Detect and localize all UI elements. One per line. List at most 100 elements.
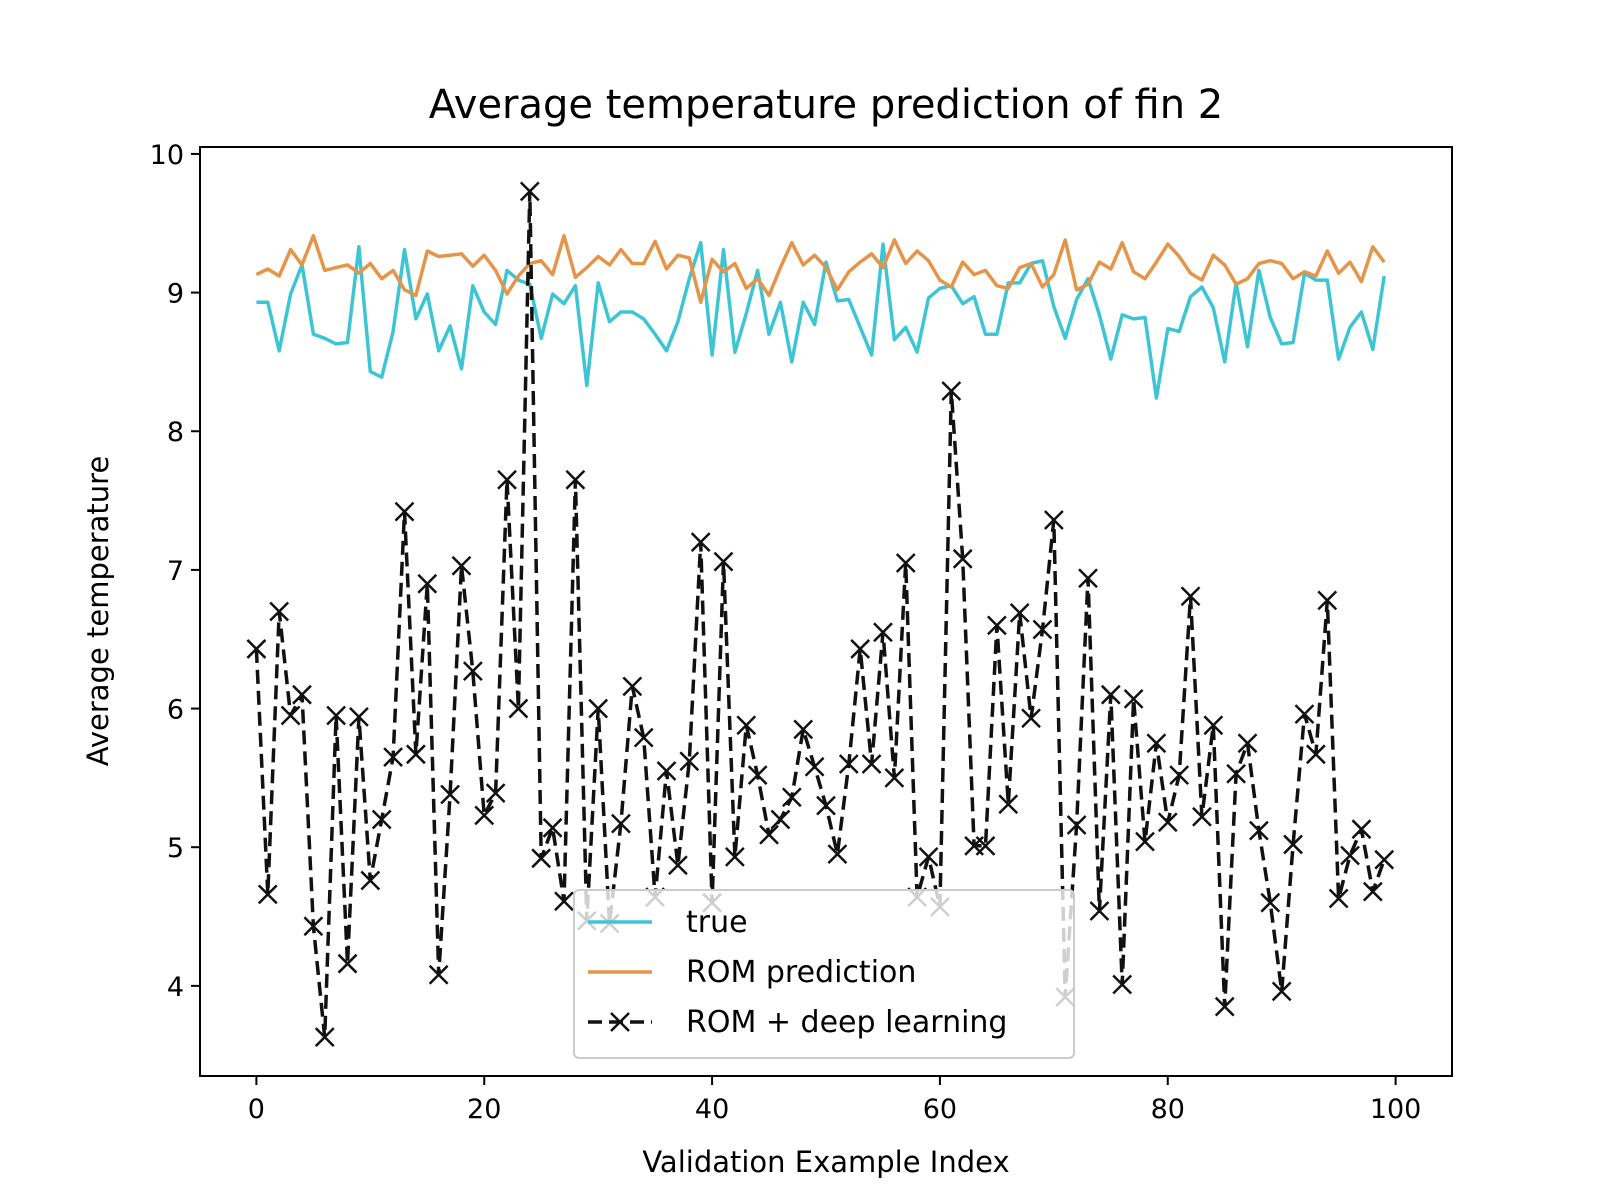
data-point (451, 555, 472, 576)
data-point (668, 855, 688, 876)
series-2 (255, 233, 1386, 305)
data-point (349, 706, 369, 727)
y-tick-label: 7 (167, 556, 184, 587)
data-point (1226, 763, 1247, 784)
data-point (781, 787, 802, 808)
data-point (1305, 744, 1326, 765)
legend-label: ROM prediction (686, 955, 916, 990)
data-point (827, 844, 848, 865)
data-point (804, 756, 825, 777)
x-tick-label: 20 (467, 1094, 501, 1125)
data-point (1328, 888, 1349, 909)
data-point (519, 181, 540, 202)
legend-box (573, 889, 1075, 1059)
x-axis-label: Validation Example Index (642, 1145, 1009, 1179)
x-tick-label: 40 (695, 1094, 729, 1125)
data-point (884, 768, 905, 788)
series-line (254, 189, 1386, 1039)
legend: true ROM prediction ROM + deep learning (573, 889, 1075, 1059)
data-point (690, 532, 711, 553)
data-point (633, 727, 654, 748)
data-point (895, 553, 916, 573)
data-point (360, 870, 381, 891)
axes-frame (199, 146, 1453, 1077)
data-point (1214, 996, 1235, 1017)
data-point (588, 698, 609, 719)
data-point (440, 784, 460, 805)
data-point (986, 615, 1007, 636)
data-point (1032, 619, 1053, 640)
data-point (371, 809, 392, 830)
data-point (303, 916, 324, 937)
y-tick-label: 6 (167, 695, 184, 726)
data-point (611, 813, 631, 834)
data-point (622, 676, 643, 697)
data-point (326, 705, 347, 726)
data-point (383, 747, 403, 767)
data-point (1203, 715, 1224, 736)
legend-entry: ROM prediction (588, 955, 916, 990)
data-point (1237, 733, 1258, 754)
data-point (246, 639, 267, 659)
data-point (656, 761, 677, 781)
data-point (257, 884, 278, 905)
data-point (998, 794, 1019, 815)
data-point (474, 805, 495, 826)
series-1 (256, 240, 1386, 400)
legend-entry: ROM + deep learning (588, 1005, 1007, 1040)
y-tick-label: 5 (167, 833, 184, 864)
x-tick-label: 0 (248, 1094, 265, 1125)
data-point (314, 1027, 335, 1048)
data-point (679, 751, 700, 772)
data-point (497, 469, 517, 490)
data-point (724, 847, 745, 867)
data-point (417, 573, 438, 594)
data-point (1066, 815, 1087, 835)
y-tick-label: 4 (167, 972, 184, 1003)
data-point (1169, 765, 1190, 785)
data-point (1260, 892, 1281, 913)
data-point (1146, 733, 1167, 754)
data-point (280, 705, 301, 726)
data-point (1180, 586, 1201, 607)
y-tick-label: 9 (167, 279, 184, 310)
data-point (428, 964, 449, 985)
data-point (873, 622, 893, 643)
data-point (554, 891, 574, 912)
data-point (1294, 704, 1315, 724)
legend-entry: true (588, 905, 748, 940)
x-tick-label: 100 (1370, 1094, 1422, 1125)
data-point (1078, 568, 1098, 589)
data-point (861, 754, 882, 774)
data-point (952, 548, 973, 569)
series-line (255, 233, 1386, 305)
data-point (485, 783, 506, 804)
data-point (1135, 831, 1155, 852)
data-point (565, 469, 586, 490)
data-point (1021, 708, 1041, 729)
data-point (816, 795, 836, 816)
data-point (1009, 603, 1030, 623)
data-point (542, 817, 563, 838)
data-point (1123, 688, 1144, 709)
data-point (508, 698, 529, 719)
data-point (292, 684, 312, 705)
data-point (793, 719, 814, 740)
chart-title: Average temperature prediction of fin 2 (429, 82, 1224, 128)
y-tick-label: 10 (150, 140, 184, 171)
data-point (531, 848, 552, 869)
data-point (736, 715, 757, 736)
data-point (1374, 849, 1395, 870)
data-point (405, 744, 426, 765)
data-point (1112, 974, 1133, 995)
data-point (1283, 834, 1303, 855)
data-point (1249, 820, 1269, 841)
data-point (1317, 590, 1338, 611)
data-point (1340, 845, 1360, 866)
data-point (1157, 812, 1178, 833)
data-point (394, 501, 415, 522)
data-point (337, 953, 358, 974)
data-point (850, 639, 871, 659)
